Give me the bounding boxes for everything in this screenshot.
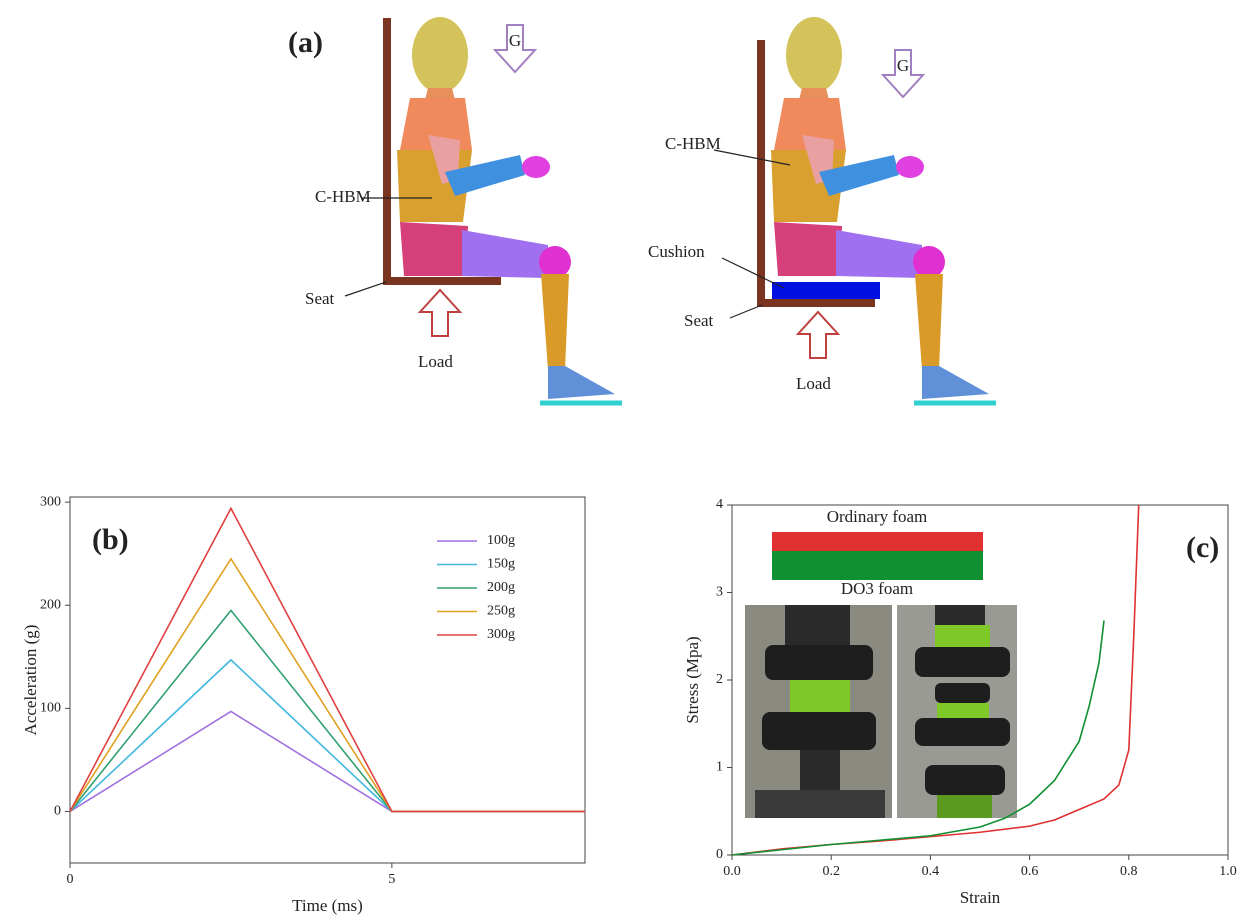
load-label: Load <box>796 374 831 393</box>
foam-swatch <box>772 551 983 580</box>
legend-label: 250g <box>487 604 515 619</box>
y-axis-label: Stress (Mpa) <box>683 636 702 723</box>
x-tick-label: 0.2 <box>822 864 840 879</box>
y-tick-label: 4 <box>716 497 723 512</box>
gravity-label: G <box>509 31 521 50</box>
leader-line <box>730 305 762 318</box>
x-tick-label: 0 <box>67 872 74 887</box>
x-tick-label: 0.4 <box>922 864 940 879</box>
x-tick-label: 0.8 <box>1120 864 1138 879</box>
y-tick-label: 2 <box>716 672 723 687</box>
y-tick-label: 3 <box>716 585 723 600</box>
plot-frame <box>70 497 585 863</box>
cushion <box>772 282 880 299</box>
body-label: C-HBM <box>665 134 721 153</box>
y-tick-label: 1 <box>716 760 723 775</box>
legend-label: 150g <box>487 557 515 572</box>
y-tick-label: 200 <box>40 597 61 612</box>
series-line <box>70 508 585 811</box>
legend-label: 100g <box>487 533 515 548</box>
y-tick-label: 0 <box>716 847 723 862</box>
leader-line <box>345 282 386 296</box>
y-tick-label: 100 <box>40 701 61 716</box>
x-tick-label: 1.0 <box>1219 864 1237 879</box>
x-tick-label: 5 <box>388 872 395 887</box>
series-line <box>70 559 585 812</box>
panel-label: (b) <box>92 523 129 556</box>
panel-label: (a) <box>288 26 323 59</box>
panel-label: (c) <box>1186 531 1219 564</box>
legend-label: 300g <box>487 627 515 642</box>
series-line <box>70 711 585 811</box>
y-tick-label: 0 <box>54 804 61 819</box>
load-arrow <box>798 312 838 358</box>
legend-label: 200g <box>487 580 515 595</box>
cushion-label: Cushion <box>648 242 705 261</box>
human-model <box>397 17 622 403</box>
test-photo <box>745 605 1017 818</box>
panel-a: (a) G C-HBM Seat Load G C-HBM Cushion Se… <box>288 17 996 403</box>
x-axis-label: Time (ms) <box>292 896 363 915</box>
x-axis-label: Strain <box>960 888 1001 907</box>
x-tick-label: 0.6 <box>1021 864 1039 879</box>
gravity-label: G <box>897 56 909 75</box>
seat-label: Seat <box>305 289 335 308</box>
seat-label: Seat <box>684 311 714 330</box>
load-arrow <box>420 290 460 336</box>
inset: Ordinary foam DO3 foam <box>745 507 1017 818</box>
foam-swatch <box>772 532 983 551</box>
leader-line <box>722 258 784 288</box>
y-axis-label: Acceleration (g) <box>21 625 40 736</box>
load-label: Load <box>418 352 453 371</box>
foam-label: Ordinary foam <box>827 507 928 526</box>
figure: (a) G C-HBM Seat Load G C-HBM Cushion Se… <box>0 0 1252 918</box>
series-line <box>70 660 585 812</box>
y-tick-label: 300 <box>40 494 61 509</box>
body-label: C-HBM <box>315 187 371 206</box>
foam-label: DO3 foam <box>841 579 913 598</box>
x-tick-label: 0.0 <box>723 864 741 879</box>
